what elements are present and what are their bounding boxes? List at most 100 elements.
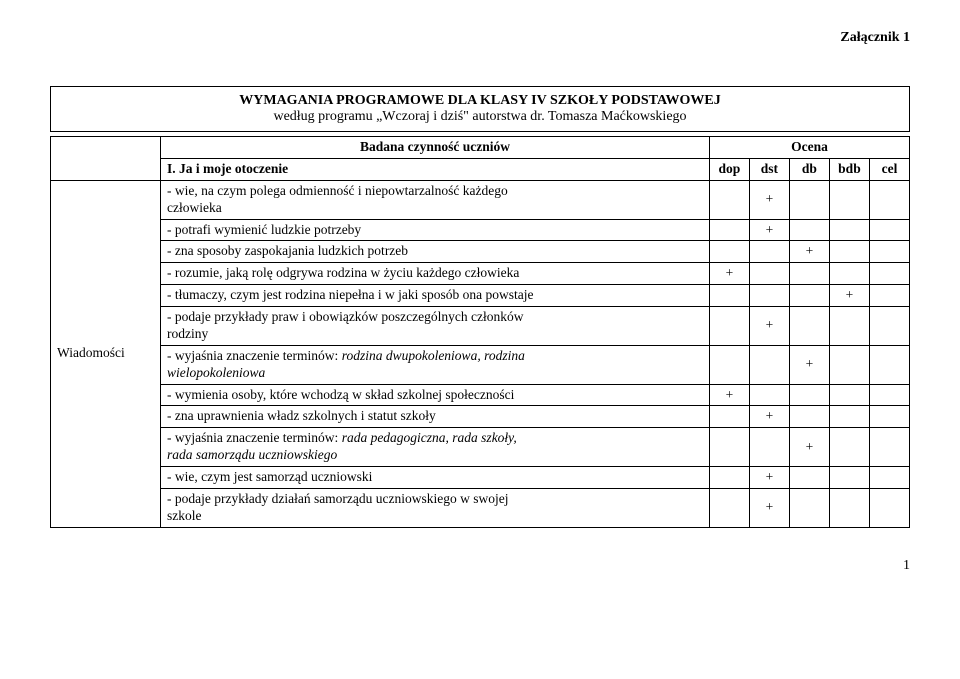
cell-dst: +: [749, 219, 789, 241]
table-row: - podaje przykłady działań samorządu ucz…: [51, 488, 910, 527]
cell-db: [789, 263, 829, 285]
cell-db: [789, 307, 829, 346]
cell-db: +: [789, 428, 829, 467]
row-text-line2: człowieka: [167, 200, 222, 215]
cell-dop: +: [709, 384, 749, 406]
row-text: - wyjaśnia znaczenie terminów: rada peda…: [161, 428, 710, 467]
header-section: I. Ja i moje otoczenie: [161, 158, 710, 180]
cell-dop: [709, 345, 749, 384]
col-db: db: [789, 158, 829, 180]
table-row: - podaje przykłady praw i obowiązków pos…: [51, 307, 910, 346]
cell-dst: [749, 345, 789, 384]
cell-bdb: [829, 406, 869, 428]
cell-db: [789, 219, 829, 241]
table-row: - wyjaśnia znaczenie terminów: rodzina d…: [51, 345, 910, 384]
cell-bdb: [829, 219, 869, 241]
cell-cel: [869, 406, 909, 428]
cell-dop: [709, 467, 749, 489]
cell-db: [789, 488, 829, 527]
col-bdb: bdb: [829, 158, 869, 180]
cell-bdb: [829, 307, 869, 346]
cell-cel: [869, 285, 909, 307]
cell-dop: [709, 488, 749, 527]
cell-bdb: [829, 488, 869, 527]
row-text-line2: rada samorządu uczniowskiego: [167, 447, 337, 462]
cell-dop: +: [709, 263, 749, 285]
cell-bdb: [829, 345, 869, 384]
cell-bdb: [829, 180, 869, 219]
cell-dst: +: [749, 307, 789, 346]
cell-db: [789, 384, 829, 406]
title-table: WYMAGANIA PROGRAMOWE DLA KLASY IV SZKOŁY…: [50, 86, 910, 132]
row-text: - zna sposoby zaspokajania ludzkich potr…: [161, 241, 710, 263]
table-row: - zna sposoby zaspokajania ludzkich potr…: [51, 241, 910, 263]
cell-dop: [709, 219, 749, 241]
row-text: - podaje przykłady praw i obowiązków pos…: [161, 307, 710, 346]
main-table: Badana czynność uczniów Ocena I. Ja i mo…: [50, 136, 910, 528]
cell-dop: [709, 241, 749, 263]
col-cel: cel: [869, 158, 909, 180]
cell-dop: [709, 285, 749, 307]
cell-bdb: [829, 428, 869, 467]
title-cell: WYMAGANIA PROGRAMOWE DLA KLASY IV SZKOŁY…: [51, 87, 910, 132]
cell-bdb: [829, 384, 869, 406]
cell-dst: +: [749, 180, 789, 219]
header-grade: Ocena: [709, 137, 909, 159]
table-row: - tłumaczy, czym jest rodzina niepełna i…: [51, 285, 910, 307]
cell-bdb: +: [829, 285, 869, 307]
row-text: - zna uprawnienia władz szkolnych i stat…: [161, 406, 710, 428]
row-text: - potrafi wymienić ludzkie potrzeby: [161, 219, 710, 241]
cell-dst: +: [749, 467, 789, 489]
cell-cel: [869, 488, 909, 527]
cell-dst: +: [749, 488, 789, 527]
row-text: - wymienia osoby, które wchodzą w skład …: [161, 384, 710, 406]
table-row: - wie, czym jest samorząd uczniowski +: [51, 467, 910, 489]
table-row: - rozumie, jaką rolę odgrywa rodzina w ż…: [51, 263, 910, 285]
row-label-wiadomosci: Wiadomości: [51, 180, 161, 527]
cell-db: [789, 285, 829, 307]
table-row: - zna uprawnienia władz szkolnych i stat…: [51, 406, 910, 428]
cell-dst: [749, 263, 789, 285]
row-text: - wie, na czym polega odmienność i niepo…: [161, 180, 710, 219]
cell-db: [789, 467, 829, 489]
cell-dop: [709, 406, 749, 428]
header-empty-left: [51, 137, 161, 181]
attachment-label: Załącznik 1: [50, 30, 910, 46]
cell-db: +: [789, 241, 829, 263]
cell-cel: [869, 467, 909, 489]
cell-dst: +: [749, 406, 789, 428]
row-text-line2: szkole: [167, 508, 202, 523]
table-row: - wyjaśnia znaczenie terminów: rada peda…: [51, 428, 910, 467]
cell-cel: [869, 263, 909, 285]
row-text-line1: - wyjaśnia znaczenie terminów:: [167, 348, 342, 363]
cell-dop: [709, 180, 749, 219]
row-text-line2: rodziny: [167, 326, 208, 341]
row-text: - wie, czym jest samorząd uczniowski: [161, 467, 710, 489]
row-text: - tłumaczy, czym jest rodzina niepełna i…: [161, 285, 710, 307]
cell-dst: [749, 285, 789, 307]
table-row: Wiadomości - wie, na czym polega odmienn…: [51, 180, 910, 219]
cell-bdb: [829, 263, 869, 285]
cell-dst: [749, 428, 789, 467]
col-dst: dst: [749, 158, 789, 180]
cell-bdb: [829, 241, 869, 263]
cell-db: [789, 406, 829, 428]
row-text-line1: - wyjaśnia znaczenie terminów:: [167, 430, 342, 445]
row-text: - podaje przykłady działań samorządu ucz…: [161, 488, 710, 527]
cell-cel: [869, 180, 909, 219]
cell-cel: [869, 307, 909, 346]
table-row: - wymienia osoby, które wchodzą w skład …: [51, 384, 910, 406]
row-text-line1: - wie, na czym polega odmienność i niepo…: [167, 183, 508, 198]
table-row: - potrafi wymienić ludzkie potrzeby +: [51, 219, 910, 241]
title-line2: według programu „Wczoraj i dziś" autorst…: [273, 109, 686, 124]
header-row-2: I. Ja i moje otoczenie dop dst db bdb ce…: [51, 158, 910, 180]
cell-cel: [869, 219, 909, 241]
row-text-italic: rodzina dwupokoleniowa, rodzina: [342, 348, 525, 363]
cell-bdb: [829, 467, 869, 489]
cell-cel: [869, 428, 909, 467]
header-row-1: Badana czynność uczniów Ocena: [51, 137, 910, 159]
col-dop: dop: [709, 158, 749, 180]
cell-cel: [869, 345, 909, 384]
header-activity: Badana czynność uczniów: [161, 137, 710, 159]
page-number: 1: [50, 558, 910, 574]
